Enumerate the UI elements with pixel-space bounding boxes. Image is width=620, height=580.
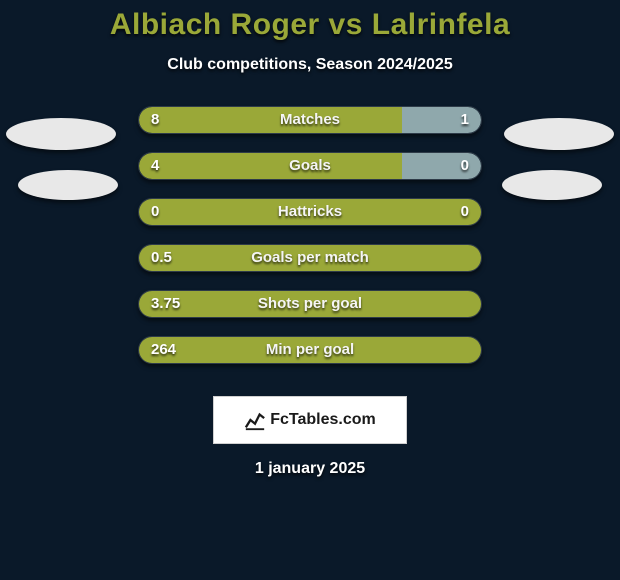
player1-badge-small: [18, 170, 118, 200]
stat-row: 4Goals0: [138, 152, 482, 180]
subtitle: Club competitions, Season 2024/2025: [0, 56, 620, 74]
fctables-icon: [244, 409, 266, 431]
stat-label: Hattricks: [139, 199, 481, 225]
stat-row: 8Matches1: [138, 106, 482, 134]
stat-label: Shots per goal: [139, 291, 481, 317]
player2-badge-large: [504, 118, 614, 150]
stat-label: Min per goal: [139, 337, 481, 363]
snapshot-date: 1 january 2025: [0, 460, 620, 478]
stat-label: Matches: [139, 107, 481, 133]
stat-row: 264Min per goal: [138, 336, 482, 364]
stat-value-right: 0: [461, 153, 469, 179]
stat-value-right: 1: [461, 107, 469, 133]
source-logo: FcTables.com: [213, 396, 407, 444]
stat-value-right: 0: [461, 199, 469, 225]
stat-row: 0Hattricks0: [138, 198, 482, 226]
stat-label: Goals per match: [139, 245, 481, 271]
player1-badge-large: [6, 118, 116, 150]
player2-badge-small: [502, 170, 602, 200]
stat-label: Goals: [139, 153, 481, 179]
stat-rows: 8Matches14Goals00Hattricks00.5Goals per …: [138, 106, 482, 382]
page-title: Albiach Roger vs Lalrinfela: [0, 0, 620, 42]
stat-row: 3.75Shots per goal: [138, 290, 482, 318]
logo-text: FcTables.com: [270, 411, 376, 429]
stat-row: 0.5Goals per match: [138, 244, 482, 272]
